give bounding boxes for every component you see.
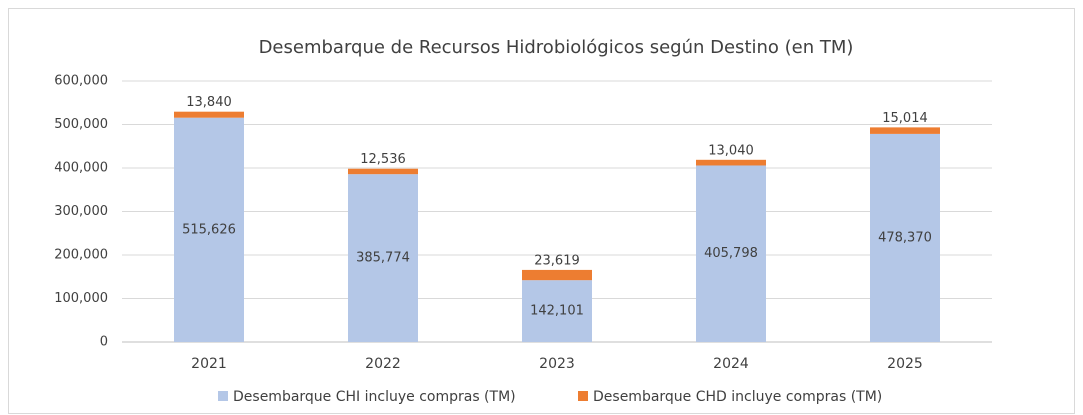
data-label: 23,619	[534, 253, 580, 268]
legend-label: Desembarque CHI incluye compras (TM)	[233, 389, 516, 405]
y-tick-label: 400,000	[54, 161, 108, 176]
data-label: 405,798	[704, 246, 758, 261]
bar-segment	[696, 165, 766, 342]
x-tick-label: 2024	[713, 356, 749, 372]
x-tick-label: 2025	[887, 356, 923, 372]
bar-segment	[522, 269, 592, 281]
data-label: 515,626	[182, 222, 236, 237]
data-label: 12,536	[360, 152, 406, 167]
y-tick-label: 300,000	[54, 204, 108, 219]
bar-segment	[522, 280, 592, 342]
bar-segment	[870, 133, 940, 342]
legend-swatch	[218, 391, 228, 401]
data-label: 142,101	[530, 304, 584, 319]
x-tick-label: 2023	[539, 356, 575, 372]
y-tick-label: 0	[100, 335, 108, 350]
data-label: 478,370	[878, 230, 932, 245]
legend-swatch	[578, 391, 588, 401]
data-label: 15,014	[882, 111, 928, 126]
legend-label: Desembarque CHD incluye compras (TM)	[593, 389, 882, 405]
y-tick-label: 100,000	[54, 291, 108, 306]
bar-segment	[348, 168, 418, 175]
bar-segment	[348, 174, 418, 342]
data-label: 385,774	[356, 251, 410, 266]
chart-title: Desembarque de Recursos Hidrobiológicos …	[259, 37, 854, 58]
y-tick-label: 200,000	[54, 248, 108, 263]
y-tick-label: 500,000	[54, 117, 108, 132]
bar-segment	[174, 117, 244, 342]
x-tick-label: 2022	[365, 356, 401, 372]
data-label: 13,840	[186, 95, 232, 110]
bar-segment	[174, 111, 244, 118]
x-tick-label: 2021	[191, 356, 227, 372]
data-label: 13,040	[708, 143, 754, 158]
bar-segment	[696, 159, 766, 166]
y-tick-label: 600,000	[54, 74, 108, 89]
bar-segment	[870, 127, 940, 134]
